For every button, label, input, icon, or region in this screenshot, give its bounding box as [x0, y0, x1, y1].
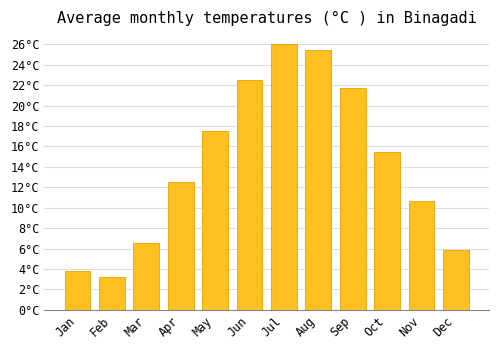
Bar [64, 271, 90, 310]
Title: Average monthly temperatures (°C ) in Binagadi: Average monthly temperatures (°C ) in Bi… [57, 11, 476, 26]
Bar [306, 50, 331, 310]
Bar [99, 277, 125, 310]
Bar [408, 201, 434, 310]
Bar [374, 152, 400, 310]
Bar [202, 131, 228, 310]
Bar [443, 250, 468, 310]
Bar [236, 80, 262, 310]
Bar [168, 182, 194, 310]
Bar [134, 243, 159, 310]
Bar [271, 44, 297, 310]
Bar [340, 88, 365, 310]
